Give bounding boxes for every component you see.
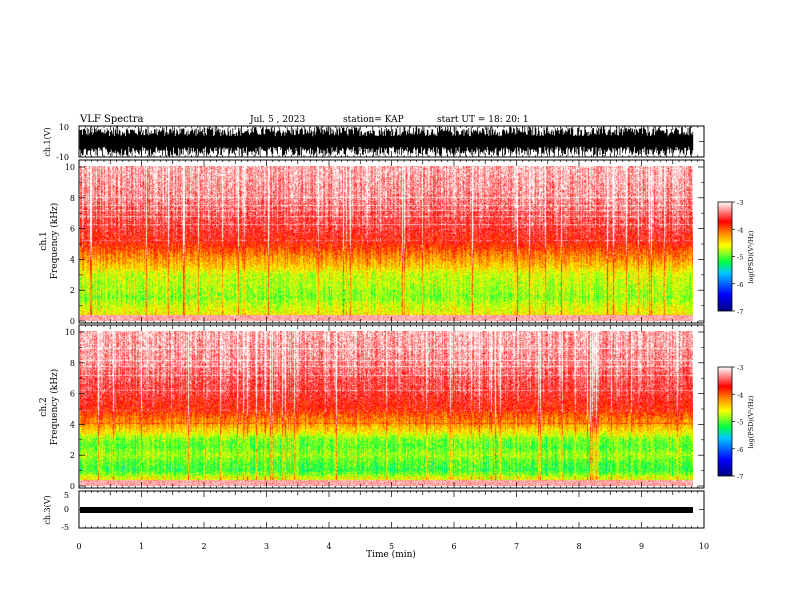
ch2-spectrogram-ylabel-line1: ch.2 <box>39 397 49 416</box>
ch2-spectrogram-panel: 0 2 4 6 8 10 ch.2 Frequency (kHz) <box>39 324 705 491</box>
ch1-spectrogram-ylabel-line1: ch.1 <box>39 231 49 250</box>
time-tick-label: 10 <box>699 542 709 551</box>
frequency-tick-label: 2 <box>70 451 75 460</box>
time-tick-label: 4 <box>326 542 331 551</box>
ch1-waveform-path <box>79 126 694 157</box>
time-axis-tick-labels: 0 1 2 3 4 5 6 7 8 9 10 <box>76 542 709 551</box>
frequency-tick-label: 2 <box>70 286 75 295</box>
ch2-colorbar-label: log(PSD)(V²/Hz) <box>747 395 755 448</box>
ch1-spectrogram-ylabel-line2: Frequency (kHz) <box>49 203 60 280</box>
colorbar-tick-label: -3 <box>737 199 743 207</box>
frequency-tick-label: 10 <box>65 163 75 172</box>
ch3-waveform-panel: 5 0 -5 ch.3(V) <box>43 490 705 532</box>
colorbar-tick-label: -4 <box>737 391 743 399</box>
time-tick-label: 2 <box>201 542 206 551</box>
ch3-waveform-ylabel: ch.3(V) <box>43 495 52 524</box>
ch3-ytick-bottom: -5 <box>61 523 69 532</box>
ch1-waveform-panel: 10 -10 ch.1(V) <box>43 123 705 162</box>
ch1-waveform-trace <box>79 126 694 157</box>
start-time-label: start UT = 18: 20: 1 <box>437 115 529 125</box>
time-tick-label: 7 <box>514 542 519 551</box>
colorbar-tick-label: -4 <box>737 226 743 234</box>
date-label: Jul. 5 , 2023 <box>249 115 305 125</box>
ch1-waveform-ylabel: ch.1(V) <box>43 127 52 156</box>
time-tick-label: 5 <box>389 542 394 551</box>
colorbar-tick-label: -7 <box>737 308 743 316</box>
ch1-ytick-top: 10 <box>59 123 69 132</box>
frequency-tick-label: 4 <box>70 255 75 264</box>
ch3-waveform-trace <box>80 507 693 513</box>
ch3-ytick-top: 5 <box>64 491 69 500</box>
ch3-ytick-mid: 0 <box>64 505 69 514</box>
time-tick-label: 9 <box>639 542 644 551</box>
time-tick-label: 3 <box>264 542 269 551</box>
ch2-colorbar-gradient <box>717 366 733 477</box>
figure-title: VLF Spectra <box>79 114 144 125</box>
ch1-colorbar-label: log(PSD)(V²/Hz) <box>747 230 755 283</box>
frequency-tick-label: 6 <box>70 390 75 399</box>
time-tick-label: 0 <box>76 542 81 551</box>
frequency-tick-label: 6 <box>70 225 75 234</box>
colorbar-tick-label: -3 <box>737 364 743 372</box>
colorbar-tick-label: -7 <box>737 473 743 481</box>
frequency-tick-label: 0 <box>70 482 75 491</box>
ch1-ytick-bottom: -10 <box>56 153 69 162</box>
frequency-tick-label: 8 <box>70 194 75 203</box>
colorbar-tick-label: -6 <box>737 446 743 454</box>
time-tick-label: 6 <box>451 542 456 551</box>
time-tick-label: 1 <box>139 542 144 551</box>
ch2-colorbar: -3 -4 -5 -6 -7 log(PSD)(V²/Hz) <box>717 364 755 481</box>
colorbar-tick-label: -5 <box>737 419 743 427</box>
frequency-tick-label: 8 <box>70 359 75 368</box>
time-tick-label: 8 <box>576 542 581 551</box>
ch2-spectrogram-heatmap <box>80 331 693 486</box>
frequency-tick-label: 4 <box>70 420 75 429</box>
station-label: station= KAP <box>343 115 404 125</box>
ch1-colorbar: -3 -4 -5 -6 -7 log(PSD)(V²/Hz) <box>717 199 755 316</box>
frequency-tick-label: 10 <box>65 328 75 337</box>
colorbar-tick-label: -5 <box>737 254 743 262</box>
frequency-tick-label: 0 <box>70 317 75 326</box>
ch1-colorbar-gradient <box>717 201 733 312</box>
ch1-spectrogram-panel: 0 2 4 6 8 10 ch.1 Frequency (kHz) <box>39 159 705 326</box>
colorbar-tick-label: -6 <box>737 281 743 289</box>
ch2-spectrogram-ylabel-line2: Frequency (kHz) <box>49 369 60 446</box>
ch1-spectrogram-heatmap <box>80 166 693 321</box>
time-axis-label: Time (min) <box>366 549 416 560</box>
